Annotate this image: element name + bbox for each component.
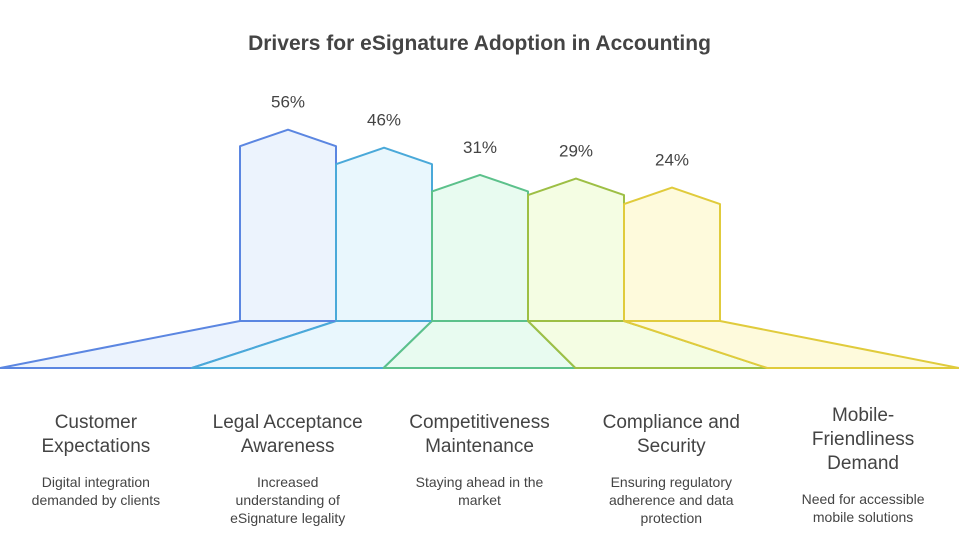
category-description: Staying ahead in the market (415, 474, 544, 508)
category-label-5: Mobile-Friendliness Demand Need for acces… (773, 404, 953, 526)
value-label: 31% (463, 138, 497, 157)
bar-2 (335, 146, 433, 322)
value-label: 56% (271, 93, 305, 112)
category-label-3: Competitiveness Maintenance Staying ahead… (390, 411, 570, 509)
category-label-4: Compliance and Security Ensuring regulato… (581, 411, 761, 527)
value-label: 29% (559, 142, 593, 161)
category-description: Increased understanding of eSignature le… (230, 474, 346, 526)
category-name: Legal Acceptance Awareness (212, 412, 363, 457)
category-name: Competitiveness Maintenance (409, 412, 550, 457)
value-label: 24% (655, 151, 689, 170)
bar-4 (527, 177, 625, 322)
category-name: Compliance and Security (602, 412, 740, 457)
category-label-1: Customer Expectations Digital integration… (6, 411, 186, 509)
category-description: Digital integration demanded by clients (31, 474, 161, 508)
category-description: Ensuring regulatory adherence and data p… (609, 474, 734, 526)
bar-5 (623, 186, 721, 322)
value-label: 46% (367, 111, 401, 130)
chart-title: Drivers for eSignature Adoption in Accou… (248, 32, 711, 55)
category-label-2: Legal Acceptance Awareness Increased unde… (198, 411, 378, 527)
bar-3 (431, 173, 529, 322)
category-name: Mobile-Friendliness Demand (811, 405, 915, 474)
category-name: Customer Expectations (41, 412, 151, 457)
category-description: Need for accessible mobile solutions (801, 491, 925, 525)
bar-1 (239, 128, 337, 322)
